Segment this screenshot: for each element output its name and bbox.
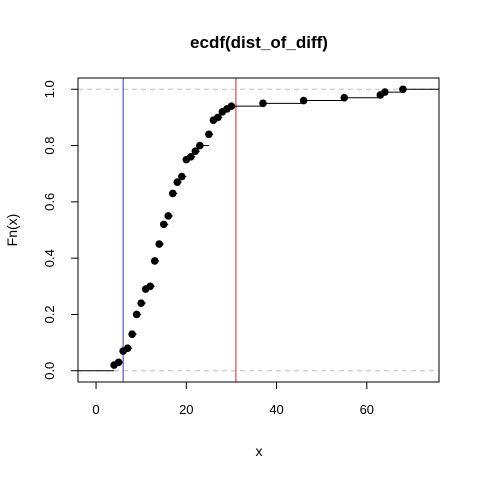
ecdf-point-4 <box>128 330 136 338</box>
chart-title: ecdf(dist_of_diff) <box>190 33 328 52</box>
x-tick-label: 60 <box>360 402 374 417</box>
ecdf-point-5 <box>132 310 141 319</box>
ecdf-point-26 <box>259 99 267 108</box>
reference-lines <box>78 78 439 382</box>
ecdf-points <box>110 85 407 369</box>
ecdf-point-28 <box>340 93 349 102</box>
x-tick-label: 0 <box>92 402 99 417</box>
x-axis: 0 20 40 60 <box>92 381 374 417</box>
y-tick-label: 0.0 <box>42 362 57 380</box>
y-axis-label: Fn(x) <box>4 214 20 247</box>
ecdf-point-31 <box>399 85 407 94</box>
x-tick-label: 20 <box>179 402 193 417</box>
y-tick-label: 1.0 <box>42 80 57 98</box>
ecdf-point-22 <box>214 113 222 122</box>
y-tick-label: 0.8 <box>42 137 57 155</box>
ecdf-point-3 <box>123 344 132 353</box>
ecdf-point-6 <box>137 299 145 307</box>
ecdf-point-1 <box>114 358 123 367</box>
x-tick-label: 40 <box>269 402 283 417</box>
ecdf-step-lines <box>78 88 439 372</box>
ecdf-point-17 <box>187 153 195 161</box>
ecdf-point-9 <box>150 257 159 265</box>
ecdf-point-11 <box>159 220 168 229</box>
ecdf-point-19 <box>196 141 204 150</box>
x-axis-label: x <box>256 443 263 459</box>
ecdf-point-20 <box>205 130 213 139</box>
ecdf-point-12 <box>164 212 173 220</box>
y-axis: 0.0 0.2 0.4 0.6 0.8 1.0 <box>42 80 79 380</box>
y-tick-label: 0.2 <box>42 305 57 323</box>
ecdf-point-27 <box>299 96 308 105</box>
ecdf-point-30 <box>381 88 389 96</box>
ecdf-point-8 <box>146 282 154 291</box>
y-tick-label: 0.6 <box>42 193 57 211</box>
y-tick-label: 0.4 <box>42 249 57 267</box>
ecdf-point-18 <box>191 147 200 155</box>
ecdf-point-25 <box>227 102 236 110</box>
ecdf-point-10 <box>155 240 164 248</box>
ecdf-point-13 <box>168 189 177 198</box>
ecdf-point-14 <box>173 178 182 186</box>
ecdf-point-15 <box>177 172 186 181</box>
